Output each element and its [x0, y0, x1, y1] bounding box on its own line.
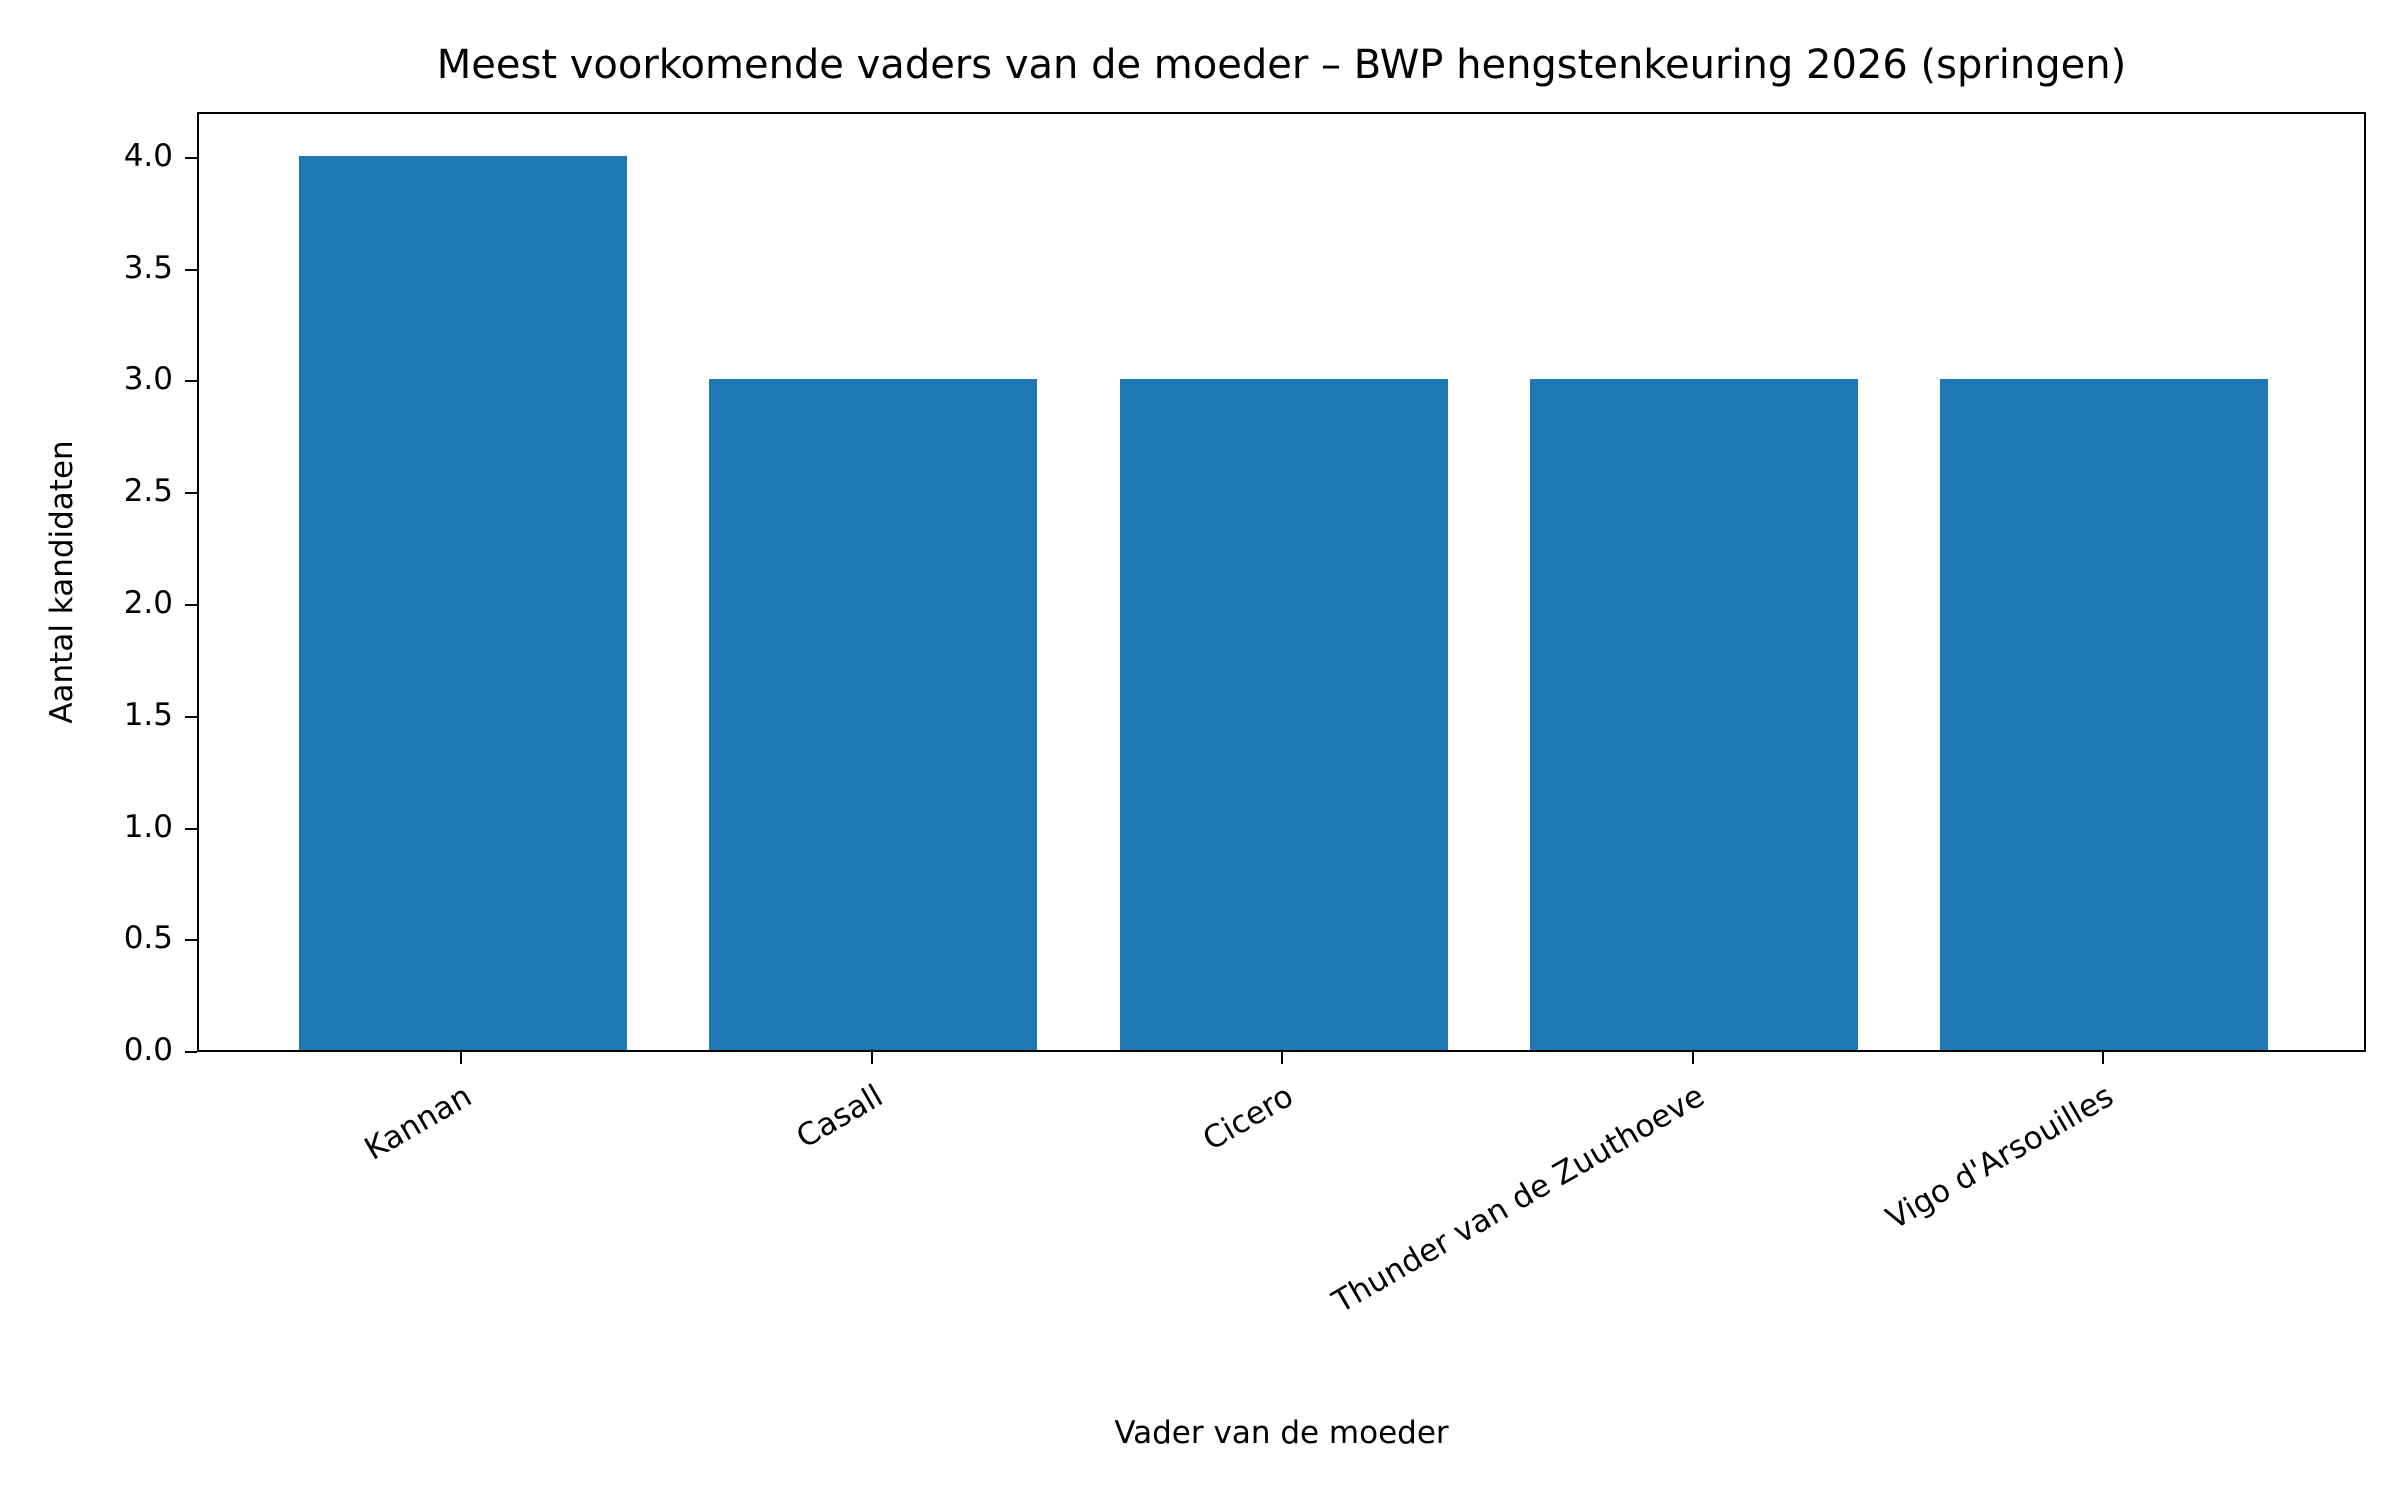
- x-tick: [460, 1052, 462, 1064]
- chart-title: Meest voorkomende vaders van de moeder –…: [436, 42, 2127, 88]
- x-tick-label: Kannan: [358, 1078, 478, 1168]
- bar-thunder-van-de-zuuthoeve: [1530, 379, 1858, 1050]
- bar-kannan: [299, 156, 627, 1050]
- y-axis-label: Aantal kandidaten: [44, 440, 80, 724]
- x-tick: [2102, 1052, 2104, 1064]
- x-tick-label: Thunder van de Zuuthoeve: [1326, 1078, 1710, 1321]
- x-tick: [871, 1052, 873, 1064]
- x-axis-label: Vader van de moeder: [1114, 1415, 1449, 1451]
- x-tick-label: Cicero: [1196, 1078, 1299, 1158]
- x-tick-label: Vigo d'Arsouilles: [1880, 1078, 2120, 1237]
- bar-cicero: [1120, 379, 1448, 1050]
- x-tick-label: Casall: [790, 1078, 889, 1156]
- bar-vigo-darsouilles: [1940, 379, 2268, 1050]
- x-tick: [1692, 1052, 1694, 1064]
- x-tick: [1281, 1052, 1283, 1064]
- plot-area: [197, 112, 2366, 1052]
- bar-casall: [709, 379, 1037, 1050]
